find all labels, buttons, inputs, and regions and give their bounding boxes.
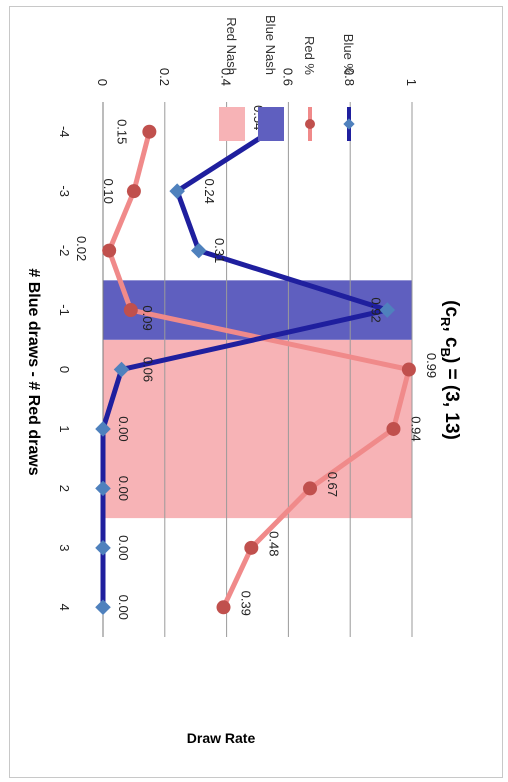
blue-point (191, 242, 207, 259)
x-tick-label: -4 (57, 126, 72, 138)
blue-data-label: 0.00 (116, 535, 131, 560)
x-tick-label: 3 (57, 544, 72, 551)
y-tick-label: 0 (95, 79, 110, 86)
y-tick-label: 0.6 (280, 68, 295, 86)
legend-swatch-blue-nash (258, 107, 284, 141)
y-tick-label: 0.2 (157, 68, 172, 86)
x-tick-label: 2 (57, 485, 72, 492)
blue-data-label: 0.31 (212, 238, 227, 263)
blue-data-label: 0.24 (202, 179, 217, 204)
red-data-label: 0.02 (74, 236, 89, 261)
red-point (102, 243, 117, 258)
y-axis-label: Draw Rate (187, 730, 256, 746)
red-data-label: 0.48 (266, 531, 281, 556)
blue-data-label: 0.92 (368, 297, 383, 322)
y-tick-label: 0.4 (219, 68, 234, 86)
legend-label-red-pct: Red % (302, 36, 317, 75)
blue-point (169, 183, 185, 199)
red-data-label: 0.09 (140, 305, 155, 330)
red-point (123, 303, 138, 318)
legend-marker-red-pct (305, 119, 315, 129)
legend-label-blue-nash: Blue Nash (263, 15, 278, 75)
blue-data-label: 0.00 (116, 416, 131, 441)
legend-swatch-red-nash (219, 107, 245, 141)
legend-marker-blue-pct (343, 118, 355, 130)
legend-label-red-nash: Red Nash (224, 17, 239, 75)
red-point (216, 600, 231, 615)
red-data-label: 0.15 (114, 119, 129, 144)
x-axis-label: # Blue draws - # Red draws (25, 268, 42, 475)
red-point (303, 481, 318, 496)
blue-data-label: 0.06 (141, 357, 156, 382)
red-data-label: 0.67 (325, 472, 340, 497)
blue-point (95, 540, 111, 556)
blue-data-label: 0.00 (116, 476, 131, 501)
red-point (142, 124, 157, 139)
x-tick-label: 0 (57, 366, 72, 373)
blue-data-label: 0.00 (116, 595, 131, 620)
y-tick-label: 0.8 (342, 68, 357, 86)
red-point (386, 421, 401, 436)
red-data-label: 0.99 (424, 353, 439, 378)
x-tick-label: 1 (57, 425, 72, 432)
x-tick-label: 4 (57, 604, 72, 611)
legend-label-blue-pct: Blue % (341, 34, 356, 76)
chart-frame (9, 6, 503, 778)
x-tick-label: -3 (57, 185, 72, 197)
red-data-label: 0.94 (408, 416, 423, 441)
x-tick-label: -1 (57, 304, 72, 316)
red-point (401, 362, 416, 377)
y-tick-label: 1 (404, 79, 419, 86)
red-point (244, 540, 259, 555)
blue-point (95, 599, 111, 616)
red-data-label: 0.10 (101, 179, 116, 204)
chart-title: (cR, cB) = (3, 13) (438, 300, 462, 440)
red-data-label: 0.39 (239, 591, 254, 616)
blue-point (113, 361, 130, 378)
x-tick-label: -2 (57, 245, 72, 257)
red-point (126, 184, 141, 199)
